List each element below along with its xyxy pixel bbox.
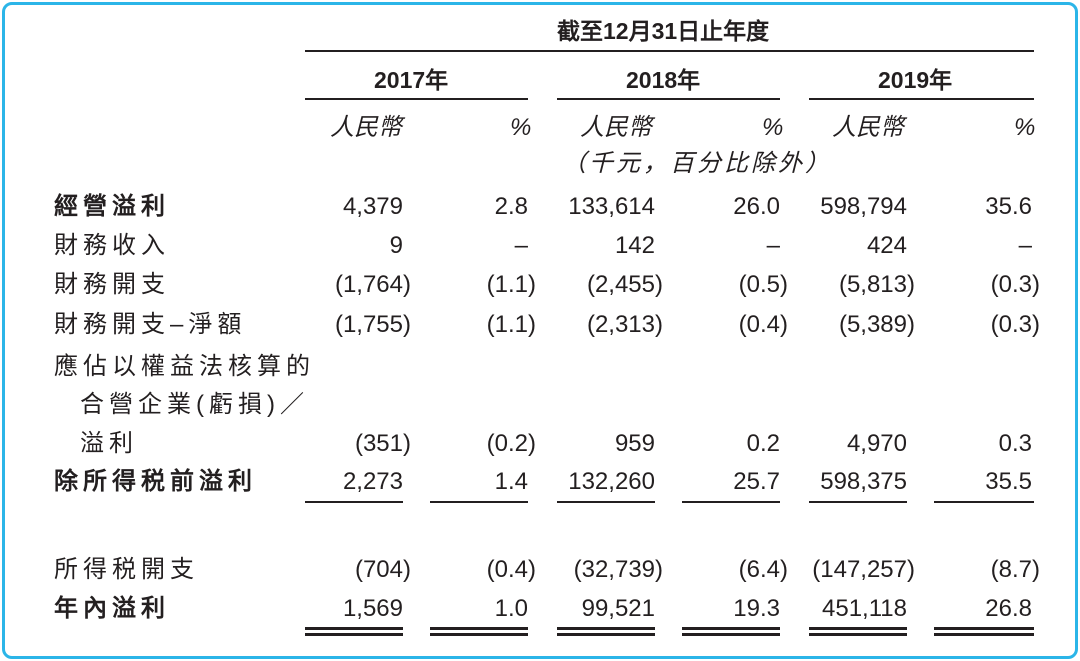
currency-label-2017: 人民幣 xyxy=(330,114,402,141)
row-label-share-jv-line1: 應佔以權益法核算的 xyxy=(54,353,315,380)
subtotal-rule xyxy=(934,501,1034,503)
table-cell: (1,755) xyxy=(334,311,411,338)
total-double-rule xyxy=(557,633,655,636)
table-cell: (2,455) xyxy=(586,271,663,298)
table-cell: (1.1) xyxy=(486,271,536,298)
period-header: 截至12月31日止年度 xyxy=(557,18,770,44)
row-label-share-jv-line3: 溢利 xyxy=(80,430,138,457)
table-cell: (704) xyxy=(354,556,411,583)
table-cell: – xyxy=(766,232,780,259)
table-cell: 35.6 xyxy=(985,193,1032,220)
table-cell: (1.1) xyxy=(486,311,536,338)
row-label-operating-profit: 經營溢利 xyxy=(54,193,170,220)
year-rule-2017 xyxy=(305,98,528,100)
row-label-income-tax: 所得税開支 xyxy=(54,556,199,583)
table-cell: 1,569 xyxy=(342,595,403,622)
table-cell: 99,521 xyxy=(581,595,655,622)
total-double-rule xyxy=(430,627,528,630)
table-cell: (2,313) xyxy=(586,311,663,338)
table-cell: 2.8 xyxy=(494,193,528,220)
table-cell: 35.5 xyxy=(985,468,1032,495)
total-double-rule xyxy=(809,633,907,636)
table-cell: 959 xyxy=(614,430,655,457)
table-cell: (0.2) xyxy=(486,430,536,457)
period-rule xyxy=(305,50,1034,52)
table-cell: 25.7 xyxy=(733,468,780,495)
total-double-rule xyxy=(682,627,780,630)
row-label-finance-costs-net: 財務開支–淨額 xyxy=(54,311,247,338)
table-cell: 26.8 xyxy=(985,595,1032,622)
year-header-2019: 2019年 xyxy=(878,67,953,93)
row-label-profit-for-year: 年內溢利 xyxy=(54,595,170,622)
unit-note: （千元，百分比除外） xyxy=(562,150,832,177)
table-cell: 1.4 xyxy=(494,468,528,495)
table-cell: 424 xyxy=(866,232,907,259)
table-cell: (8.7) xyxy=(990,556,1040,583)
table-cell: (0.4) xyxy=(738,311,788,338)
table-cell: 598,794 xyxy=(820,193,907,220)
row-label-share-jv-line2: 合營企業(虧損)／ xyxy=(80,391,309,418)
table-cell: 4,970 xyxy=(846,430,907,457)
row-label-finance-costs: 財務開支 xyxy=(54,271,170,298)
total-double-rule xyxy=(809,627,907,630)
subtotal-rule xyxy=(809,501,907,503)
table-cell: – xyxy=(1018,232,1032,259)
table-cell: (147,257) xyxy=(812,556,915,583)
table-cell: 2,273 xyxy=(342,468,403,495)
table-cell: (5,813) xyxy=(838,271,915,298)
total-double-rule xyxy=(305,633,403,636)
table-cell: (1,764) xyxy=(334,271,411,298)
total-double-rule xyxy=(305,627,403,630)
table-cell: 0.3 xyxy=(998,430,1032,457)
percent-label-2019: % xyxy=(1014,114,1036,141)
table-cell: (32,739) xyxy=(573,556,663,583)
subtotal-rule xyxy=(430,501,528,503)
table-cell: 451,118 xyxy=(822,595,907,622)
total-double-rule xyxy=(430,633,528,636)
table-cell: 1.0 xyxy=(494,595,528,622)
table-cell: (6.4) xyxy=(738,556,788,583)
table-cell: 0.2 xyxy=(746,430,780,457)
table-cell: (5,389) xyxy=(838,311,915,338)
table-cell: (0.5) xyxy=(738,271,788,298)
currency-label-2019: 人民幣 xyxy=(832,114,904,141)
table-cell: 132,260 xyxy=(568,468,655,495)
total-double-rule xyxy=(934,627,1034,630)
table-cell: (351) xyxy=(354,430,411,457)
total-double-rule xyxy=(557,627,655,630)
subtotal-rule xyxy=(682,501,780,503)
currency-label-2018: 人民幣 xyxy=(580,114,652,141)
table-cell: 598,375 xyxy=(820,468,907,495)
table-cell: 19.3 xyxy=(733,595,780,622)
table-cell: 26.0 xyxy=(733,193,780,220)
row-label-finance-income: 財務收入 xyxy=(54,232,170,259)
row-label-profit-before-tax: 除所得税前溢利 xyxy=(54,468,257,495)
table-cell: 9 xyxy=(389,232,403,259)
year-rule-2019 xyxy=(809,98,1034,100)
total-double-rule xyxy=(682,633,780,636)
subtotal-rule xyxy=(557,501,655,503)
percent-label-2017: % xyxy=(510,114,532,141)
year-rule-2018 xyxy=(557,98,780,100)
table-cell: – xyxy=(514,232,528,259)
table-cell: 142 xyxy=(614,232,655,259)
table-cell: 133,614 xyxy=(568,193,655,220)
subtotal-rule xyxy=(305,501,403,503)
table-cell: (0.3) xyxy=(990,311,1040,338)
percent-label-2018: % xyxy=(762,114,784,141)
year-header-2017: 2017年 xyxy=(374,67,449,93)
table-cell: 4,379 xyxy=(342,193,403,220)
table-cell: (0.4) xyxy=(486,556,536,583)
total-double-rule xyxy=(934,633,1034,636)
year-header-2018: 2018年 xyxy=(626,67,701,93)
table-cell: (0.3) xyxy=(990,271,1040,298)
